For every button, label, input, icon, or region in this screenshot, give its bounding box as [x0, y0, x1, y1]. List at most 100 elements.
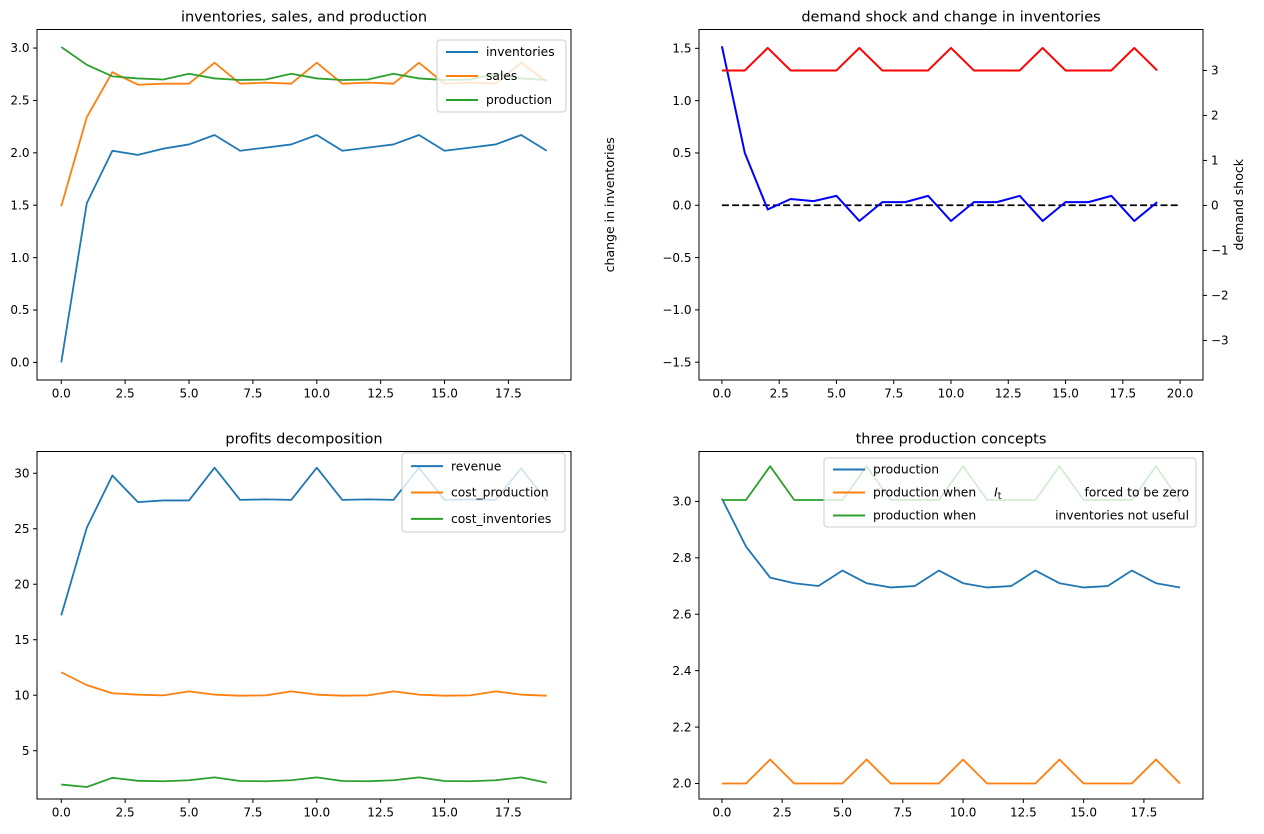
y-tick-label: 20 [14, 577, 29, 591]
x-tick-label: 0.0 [712, 387, 731, 401]
x-tick-label: 5.0 [179, 806, 198, 820]
legend-box [436, 39, 567, 113]
legend-label: cost_production [451, 486, 549, 500]
axes-spines [36, 451, 572, 800]
legend-label-right: inventories not useful [1055, 509, 1189, 523]
x-tick-label: 10.0 [303, 387, 330, 401]
legend-label: cost_inventories [451, 512, 551, 526]
chart-title: three production concepts [856, 432, 1047, 448]
legend-label: production [873, 463, 939, 477]
x-tick-label: 2.5 [116, 806, 135, 820]
x-tick-label: 2.5 [773, 806, 792, 820]
legend-label-part: I [994, 486, 998, 500]
y-tick-label: 0.0 [10, 356, 29, 370]
y-tick-label: 3.0 [672, 495, 691, 509]
axes-demand-shock-and-change-in-inventories: 0.0 2.5 5.0 7.5 10.0 12.5 15.0 17.5 20.0−1.5−1.0… [602, 10, 1246, 401]
y-tick-label: 0.5 [672, 146, 691, 160]
y-tick-label: 2.4 [672, 664, 691, 678]
x-tick-label: 0.0 [52, 806, 71, 820]
legend-label-part: production when [873, 509, 976, 523]
y-tick-label: 15 [14, 633, 29, 647]
legend-label: revenue [451, 459, 501, 473]
right-y-tick-label: −2 [1211, 289, 1229, 303]
legend-label-right: forced to be zero [1084, 486, 1189, 500]
legend-label-part: inventories [486, 45, 555, 59]
x-tick-label: 12.5 [367, 806, 394, 820]
legend-label-part: cost_production [451, 486, 549, 500]
legend-entry-2: cost_inventories [411, 512, 551, 526]
x-tick-label: 10.0 [950, 806, 977, 820]
y-tick-label: 2.2 [672, 720, 691, 734]
y-tick-label: 0.5 [10, 303, 29, 317]
legend-label-part: revenue [451, 459, 501, 473]
x-tick-label: 17.5 [1109, 387, 1136, 401]
right-y-tick-label: 1 [1211, 154, 1219, 168]
x-tick-label: 12.5 [367, 387, 394, 401]
series-change-in-inventories-line [720, 46, 1158, 222]
x-tick-label: 20.0 [1167, 387, 1194, 401]
x-tick-label: 15.0 [431, 806, 458, 820]
x-tick-label: 15.0 [1070, 806, 1097, 820]
y-tick-label: 10 [14, 688, 29, 702]
y-tick-label: 0.0 [672, 198, 691, 212]
chart-title: profits decomposition [225, 432, 382, 448]
legend-entry-1: production when It forced to be zero [833, 486, 1189, 503]
legend-label: sales [486, 69, 517, 83]
x-tick-label: 10.0 [938, 387, 965, 401]
legend-label: inventories [486, 45, 555, 59]
x-tick-label: 5.0 [833, 806, 852, 820]
series-production-when-inventories-forced-zero-line [721, 758, 1181, 785]
x-tick-label: 17.5 [495, 806, 522, 820]
y-tick-label: −1.5 [662, 355, 691, 369]
y-tick-label: 1.0 [10, 251, 29, 265]
y-tick-label: 2.8 [672, 551, 691, 565]
x-tick-label: 7.5 [893, 806, 912, 820]
legend: production production when It forced to be… [823, 457, 1197, 528]
y-tick-label: 2.0 [672, 777, 691, 791]
legend-entry-0: inventories [446, 45, 555, 59]
x-tick-label: 5.0 [179, 387, 198, 401]
legend-label-part: cost_inventories [451, 512, 551, 526]
series-cost_production-line [60, 671, 547, 697]
legend-entry-0: production [833, 463, 939, 477]
y-tick-label: −1.0 [662, 303, 691, 317]
chart-title: demand shock and change in inventories [801, 10, 1100, 26]
series-inventories-line [60, 134, 548, 363]
legend-entry-1: sales [446, 69, 517, 83]
legend: inventories sales production [436, 39, 567, 113]
x-tick-label: 12.5 [1010, 806, 1037, 820]
x-tick-label: 7.5 [243, 806, 262, 820]
axes-profits-decomposition: 0.0 2.5 5.0 7.5 10.0 12.5 15.0 17.5 5 10 15 20 25 30 p… [14, 432, 572, 820]
axes-three-production-concepts: 0.0 2.5 5.0 7.5 10.0 12.5 15.0 17.5 2.0 2.2 2.4 2.6… [672, 432, 1204, 820]
x-tick-label: 17.5 [495, 387, 522, 401]
legend-entry-2: production when inventories not useful [833, 509, 1189, 523]
x-tick-label: 7.5 [884, 387, 903, 401]
y-tick-label: 1.5 [10, 198, 29, 212]
legend-box [401, 452, 566, 533]
y-tick-label: −0.5 [662, 251, 691, 265]
legend-label-part: production [486, 93, 552, 107]
x-tick-label: 12.5 [995, 387, 1022, 401]
y-tick-label: 2.5 [10, 94, 29, 108]
y-tick-label: 5 [22, 744, 30, 758]
x-tick-label: 2.5 [116, 387, 135, 401]
series-cost_inventories-line [61, 776, 547, 788]
legend-label-part: t [998, 491, 1002, 502]
legend-box [823, 457, 1197, 528]
legend-entry-0: revenue [411, 459, 501, 473]
legend: revenue cost_production cost_inventories [401, 452, 566, 533]
axes-spines [698, 451, 1204, 800]
y-tick-label: 2.0 [10, 146, 29, 160]
legend-label: production when It [873, 486, 1002, 503]
right-y-tick-label: −3 [1211, 334, 1229, 348]
y-tick-label: 1.0 [672, 94, 691, 108]
legend-label-part: production when [873, 486, 980, 500]
legend-entry-2: production [446, 93, 552, 107]
x-tick-label: 0.0 [52, 387, 71, 401]
x-tick-label: 2.5 [770, 387, 789, 401]
x-tick-label: 15.0 [431, 387, 458, 401]
right-y-tick-label: 2 [1211, 109, 1219, 123]
